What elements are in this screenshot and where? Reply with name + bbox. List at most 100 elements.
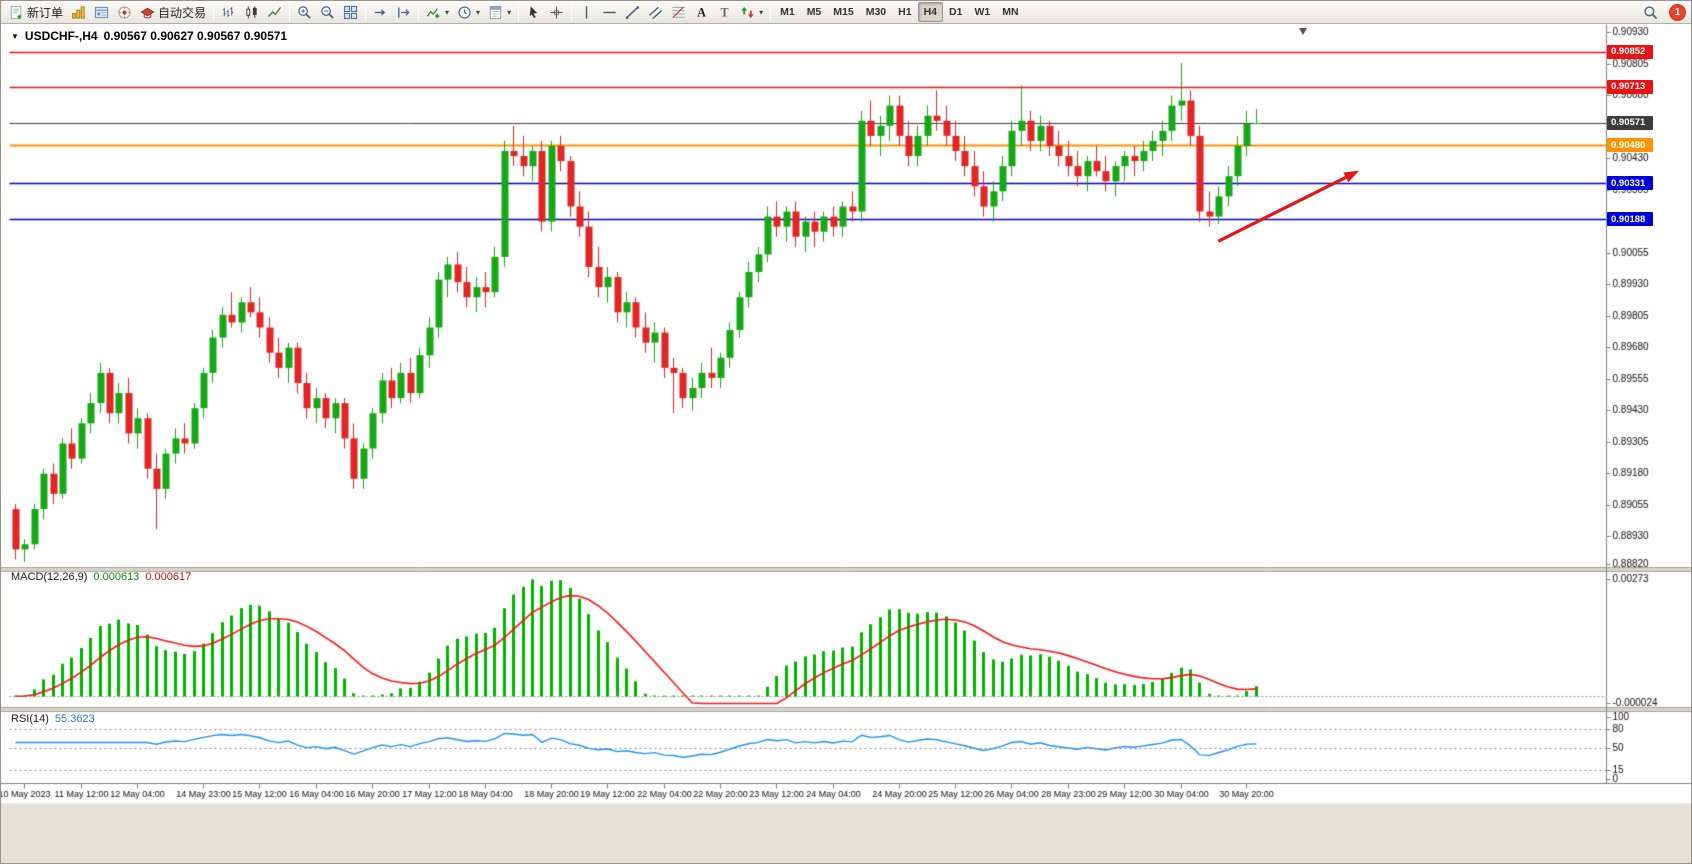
- timeframe-m1-button[interactable]: M1: [774, 2, 801, 22]
- arrows-icon: [740, 5, 755, 20]
- toolbar-separator: [770, 3, 772, 21]
- timeframe-m5-button[interactable]: M5: [801, 2, 828, 22]
- line-chart-button[interactable]: [263, 2, 286, 22]
- rsi-indicator-label: RSI(14) 55.3623: [11, 713, 95, 725]
- tile-windows-button[interactable]: [339, 2, 362, 22]
- zoom-out-icon: [320, 5, 335, 20]
- macd-name: MACD(12,26,9): [11, 571, 88, 583]
- bar-chart-icon: [221, 5, 236, 20]
- search-icon: [1643, 5, 1658, 20]
- dropdown-caret-icon: ▾: [759, 7, 764, 17]
- indicators-button[interactable]: ▾: [422, 2, 453, 22]
- text-label-icon: T: [717, 5, 732, 20]
- alerts-icon: [117, 5, 132, 20]
- templates-button[interactable]: ▾: [484, 2, 515, 22]
- price-chart-canvas[interactable]: [1, 24, 1691, 863]
- timeframe-d1-button[interactable]: D1: [943, 2, 968, 22]
- auto-trading-label: 自动交易: [158, 5, 207, 20]
- timeframe-h1-button[interactable]: H1: [892, 2, 917, 22]
- alerts-button[interactable]: [113, 2, 136, 22]
- zoom-in-icon: [297, 5, 312, 20]
- toolbar-separator: [518, 3, 520, 21]
- svg-text:A: A: [697, 5, 706, 19]
- crosshair-button[interactable]: [545, 2, 568, 22]
- fibonacci-retracement-icon: [671, 5, 686, 20]
- search-button[interactable]: [1639, 2, 1662, 22]
- charts-icon: [71, 5, 86, 20]
- toolbar-separator: [571, 3, 573, 21]
- dropdown-caret-icon: ▾: [507, 7, 512, 17]
- macd-signal-value: 0.000617: [145, 571, 192, 583]
- navigator-icon: [94, 5, 109, 20]
- price-level-tag[interactable]: 0.90331: [1607, 176, 1653, 191]
- fibonacci-retracement-button[interactable]: [667, 2, 690, 22]
- new-order-label: 新订单: [27, 5, 64, 20]
- rsi-name: RSI(14): [11, 713, 49, 725]
- auto-trading-button[interactable]: 自动交易: [136, 2, 210, 22]
- text-icon: A: [694, 5, 709, 20]
- current-price-tag[interactable]: 0.90571: [1607, 115, 1653, 130]
- zoom-in-button[interactable]: [293, 2, 316, 22]
- chart-shift-icon: [396, 5, 411, 20]
- vertical-line-button[interactable]: [575, 2, 598, 22]
- toolbar-right-cluster: 1: [1639, 2, 1687, 22]
- price-level-tag[interactable]: 0.90480: [1607, 138, 1653, 153]
- price-level-tag[interactable]: 0.90852: [1607, 44, 1653, 59]
- timeframe-m15-button[interactable]: M15: [827, 2, 859, 22]
- candlestick-chart-button[interactable]: [240, 2, 263, 22]
- price-level-tag[interactable]: 0.90188: [1607, 212, 1653, 227]
- templates-icon: [488, 5, 503, 20]
- charts-button[interactable]: [67, 2, 90, 22]
- timeframe-mn-button[interactable]: MN: [996, 2, 1024, 22]
- auto-trading-icon: [140, 5, 155, 20]
- text-label-button[interactable]: T: [713, 2, 736, 22]
- chart-shift-button[interactable]: [392, 2, 415, 22]
- toolbar-separator: [418, 3, 420, 21]
- chart-shift-marker[interactable]: [1298, 28, 1307, 35]
- chart-menu-triangle-icon[interactable]: ▼: [11, 31, 19, 41]
- macd-main-value: 0.000613: [93, 571, 140, 583]
- auto-scroll-icon: [373, 5, 388, 20]
- vertical-line-icon: [579, 5, 594, 20]
- equidistant-channel-icon: [648, 5, 663, 20]
- candlestick-chart-icon: [244, 5, 259, 20]
- cursor-icon: [526, 5, 541, 20]
- rsi-value: 55.3623: [54, 713, 95, 725]
- indicators-icon: [426, 5, 441, 20]
- macd-indicator-label: MACD(12,26,9) 0.000613 0.000617: [11, 571, 191, 583]
- new-order-button[interactable]: 新订单: [5, 2, 67, 22]
- trendline-button[interactable]: [621, 2, 644, 22]
- navigator-button[interactable]: [90, 2, 113, 22]
- periods-button[interactable]: ▾: [453, 2, 484, 22]
- toolbar: 新订单 自动交易 ▾ ▾ ▾ A T ▾ M1 M5 M15 M30 H1 H4 D1 W1 MN 1: [1, 1, 1691, 24]
- price-level-tag[interactable]: 0.90713: [1607, 79, 1653, 94]
- toolbar-separator: [289, 3, 291, 21]
- zoom-out-button[interactable]: [316, 2, 339, 22]
- horizontal-line-icon: [602, 5, 617, 20]
- new-order-icon: [9, 5, 24, 20]
- bar-chart-button[interactable]: [217, 2, 240, 22]
- toolbar-separator: [365, 3, 367, 21]
- timeframe-h4-button[interactable]: H4: [917, 2, 944, 22]
- text-button[interactable]: A: [690, 2, 713, 22]
- timeframe-w1-button[interactable]: W1: [968, 2, 996, 22]
- timeframe-m30-button[interactable]: M30: [860, 2, 892, 22]
- line-chart-icon: [267, 5, 282, 20]
- trendline-icon: [625, 5, 640, 20]
- chart-symbol-label: USDCHF-,H4: [24, 29, 98, 43]
- arrows-button[interactable]: ▾: [736, 2, 767, 22]
- horizontal-line-button[interactable]: [598, 2, 621, 22]
- tile-windows-icon: [343, 5, 358, 20]
- auto-scroll-button[interactable]: [369, 2, 392, 22]
- notification-badge[interactable]: 1: [1670, 4, 1685, 20]
- chart-ohlc-values: 0.90567 0.90627 0.90567 0.90571: [103, 29, 288, 43]
- crosshair-icon: [549, 5, 564, 20]
- svg-text:T: T: [721, 5, 729, 19]
- cursor-button[interactable]: [522, 2, 545, 22]
- equidistant-channel-button[interactable]: [644, 2, 667, 22]
- periods-icon: [457, 5, 472, 20]
- chart-title: ▼ USDCHF-,H4 0.90567 0.90627 0.90567 0.9…: [11, 29, 287, 43]
- dropdown-caret-icon: ▾: [476, 7, 481, 17]
